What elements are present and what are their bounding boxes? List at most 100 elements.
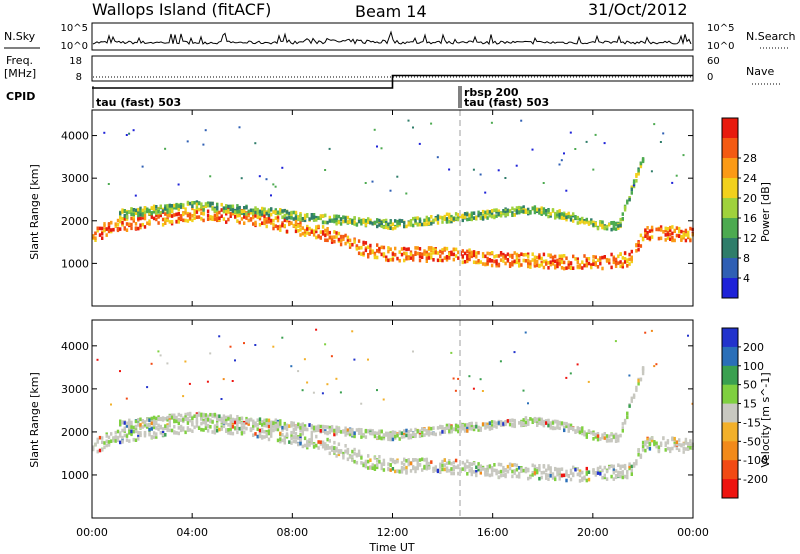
power-echo-cell xyxy=(315,218,318,222)
velocity-echo-cell xyxy=(518,471,521,476)
power-echo-cell xyxy=(206,217,210,221)
velocity-echo-cell xyxy=(522,422,525,427)
velocity-echo-cell xyxy=(225,428,228,432)
velocity-echo-cell xyxy=(504,420,507,424)
velocity-echo-cell xyxy=(213,430,217,435)
velocity-echo-cell xyxy=(551,426,555,431)
power-echo-cell xyxy=(256,215,259,219)
velocity-echo-cell xyxy=(290,434,293,438)
velocity-echo-cell xyxy=(457,471,460,476)
velocity-echo-cell xyxy=(565,469,568,474)
velocity-echo-cell xyxy=(310,441,313,445)
power-echo-cell xyxy=(148,209,151,213)
velocity-echo-cell xyxy=(324,425,327,429)
power-echo-cell xyxy=(344,216,347,220)
velocity-echo-cell xyxy=(653,442,656,447)
power-echo-cell xyxy=(164,206,167,211)
power-echo-cell xyxy=(346,220,350,224)
velocity-echo-cell xyxy=(328,428,331,432)
power-echo-cell xyxy=(488,251,492,256)
power-echo-cell xyxy=(204,204,208,208)
velocity-echo-cell xyxy=(378,434,381,438)
velocity-echo-cell xyxy=(200,412,203,417)
power-echo-cell xyxy=(441,250,444,255)
power-echo-cell xyxy=(195,202,199,207)
velocity-echo-cell xyxy=(389,437,392,442)
power-echo-cell xyxy=(527,254,530,259)
velocity-echo-cell xyxy=(391,433,395,438)
power-echo-cell xyxy=(385,255,388,260)
velocity-echo-cell xyxy=(484,470,487,475)
power-echo-cell xyxy=(231,204,235,209)
power-echo-cell xyxy=(128,132,131,135)
power-echo-cell xyxy=(522,209,525,214)
velocity-echo-cell xyxy=(360,456,363,460)
power-echo-cell xyxy=(459,214,462,219)
power-echo-cell xyxy=(637,168,640,173)
power-echo-cell xyxy=(578,263,582,267)
power-echo-cell xyxy=(398,250,401,254)
velocity-echo-cell xyxy=(416,458,419,463)
power-echo-cell xyxy=(603,255,606,259)
power-echo-cell xyxy=(290,221,293,225)
velocity-echo-cell xyxy=(220,419,223,424)
velocity-echo-cell xyxy=(425,431,428,436)
velocity-echo-cell xyxy=(549,468,552,473)
power-echo-cell xyxy=(137,210,140,215)
power-echo-cell xyxy=(504,256,507,260)
velocity-echo-cell xyxy=(121,440,124,444)
velocity-echo-cell xyxy=(96,358,99,361)
power-echo-cell xyxy=(405,224,408,229)
power-echo-cell xyxy=(261,206,264,211)
velocity-echo-cell xyxy=(335,377,338,380)
velocity-echo-cell xyxy=(614,469,618,473)
velocity-echo-cell xyxy=(403,457,406,462)
power-echo-cell xyxy=(240,217,244,221)
power-echo-cell xyxy=(684,228,688,233)
velocity-echo-cell xyxy=(245,418,248,423)
velocity-echo-cell xyxy=(130,429,133,434)
velocity-echo-cell xyxy=(486,469,489,473)
power-echo-cell xyxy=(256,210,259,215)
power-echo-cell xyxy=(333,230,336,234)
power-echo-cell xyxy=(418,222,422,227)
velocity-echo-cell xyxy=(499,360,502,363)
power-echo-cell xyxy=(461,254,464,259)
velocity-echo-cell xyxy=(432,467,435,471)
power-echo-cell xyxy=(457,250,460,255)
power-echo-cell xyxy=(231,209,235,213)
power-echo-cell xyxy=(155,211,158,216)
cpid-label: CPID xyxy=(6,90,35,103)
power-echo-cell xyxy=(542,182,545,184)
velocity-echo-cell xyxy=(326,431,329,436)
velocity-ytick-label: 1000 xyxy=(61,469,89,482)
velocity-echo-cell xyxy=(427,461,431,466)
velocity-echo-cell xyxy=(258,421,262,425)
power-echo-cell xyxy=(152,216,156,221)
velocity-echo-cell xyxy=(648,447,652,451)
power-echo-cell xyxy=(490,263,494,268)
velocity-echo-cell xyxy=(400,461,404,465)
velocity-echo-cell xyxy=(206,417,210,422)
power-echo-cell xyxy=(225,204,228,208)
cpid-annotation-1: rbsp 200 xyxy=(464,86,519,99)
power-echo-cell xyxy=(630,257,633,262)
velocity-echo-cell xyxy=(330,425,334,429)
velocity-echo-cell xyxy=(488,464,492,469)
velocity-echo-cell xyxy=(206,424,210,428)
power-echo-cell xyxy=(303,228,307,233)
power-echo-cell xyxy=(671,231,674,236)
power-echo-cell xyxy=(626,259,629,264)
velocity-echo-cell xyxy=(373,467,377,471)
velocity-echo-cell xyxy=(542,464,546,468)
velocity-echo-cell xyxy=(103,441,106,445)
power-echo-cell xyxy=(276,216,280,220)
velocity-echo-cell xyxy=(398,469,401,474)
power-echo-cell xyxy=(547,261,550,265)
power-echo-cell xyxy=(335,231,338,235)
velocity-echo-cell xyxy=(243,342,245,345)
velocity-echo-cell xyxy=(540,422,543,426)
power-echo-cell xyxy=(285,210,289,214)
velocity-echo-cell xyxy=(472,470,476,474)
power-echo-cell xyxy=(502,255,505,259)
